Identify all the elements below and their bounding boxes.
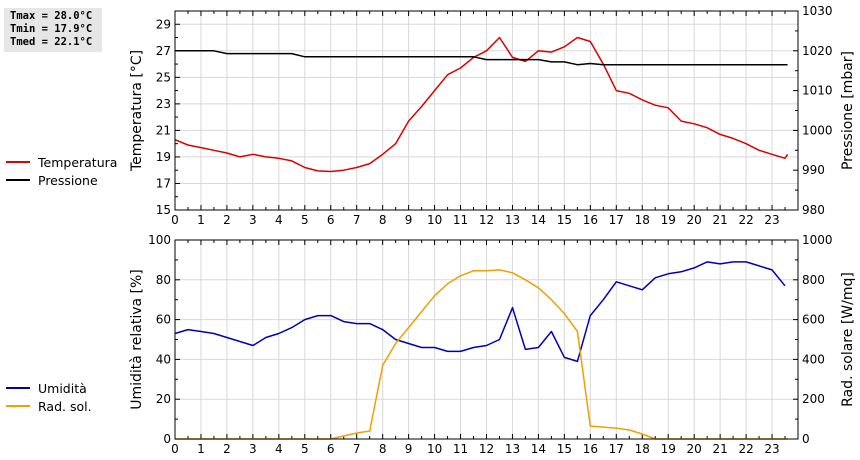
y-right-axis-label: Rad. solare [W/mq] (840, 272, 856, 407)
plot-frame (174, 10, 799, 211)
legend-label: Temperatura (37, 155, 117, 170)
x-tick-label: 9 (405, 442, 413, 456)
x-tick-label: 18 (635, 442, 650, 456)
x-tick-label: 18 (635, 213, 650, 227)
x-tick-label: 6 (327, 213, 335, 227)
y-right-tick-label: 1030 (802, 4, 833, 18)
x-tick-label: 2 (223, 442, 231, 456)
y-left-tick-label: 80 (156, 273, 171, 287)
x-tick-label: 20 (687, 442, 702, 456)
x-tick-label: 15 (557, 213, 572, 227)
x-tick-label: 6 (327, 442, 335, 456)
legend-label: Pressione (38, 173, 98, 188)
x-tick-label: 12 (479, 442, 494, 456)
x-tick-label: 21 (712, 213, 727, 227)
y-right-tick-label: 800 (802, 273, 825, 287)
y-right-tick-label: 400 (802, 352, 825, 366)
y-left-tick-label: 15 (156, 203, 171, 217)
y-right-tick-label: 980 (802, 203, 825, 217)
x-tick-label: 19 (661, 442, 676, 456)
x-tick-label: 23 (764, 213, 779, 227)
y-right-tick-label: 600 (802, 313, 825, 327)
y-right-tick-label: 990 (802, 163, 825, 177)
x-tick-label: 4 (275, 442, 283, 456)
x-tick-label: 8 (379, 442, 387, 456)
series-line-pressione (175, 50, 788, 66)
x-tick-label: 0 (171, 213, 179, 227)
y-left-tick-label: 29 (156, 17, 171, 31)
legend-label: Umidità (38, 381, 87, 396)
y-left-tick-label: 27 (156, 44, 171, 58)
x-tick-label: 5 (301, 442, 309, 456)
y-left-axis-label: Temperatura [°C] (129, 50, 145, 172)
x-tick-label: 10 (427, 213, 442, 227)
x-tick-label: 3 (249, 442, 257, 456)
y-left-tick-label: 0 (163, 432, 171, 446)
stats-box: Tmax = 28.0°C Tmin = 17.9°C Tmed = 22.1°… (4, 8, 102, 52)
x-tick-label: 8 (379, 213, 387, 227)
x-tick-label: 22 (738, 442, 753, 456)
tmin-label: Tmin = 17.9°C (10, 23, 93, 35)
x-tick-label: 13 (505, 213, 520, 227)
x-tick-label: 11 (453, 213, 468, 227)
x-tick-label: 2 (223, 213, 231, 227)
x-tick-label: 10 (427, 442, 442, 456)
x-tick-label: 1 (197, 442, 205, 456)
x-tick-label: 22 (738, 213, 753, 227)
x-tick-label: 21 (712, 442, 727, 456)
x-tick-label: 16 (583, 442, 598, 456)
chart-2: 0 1 2 3 4 5 6 7 8 9 10 11 12 13 14 15 16 17 18 19 20 21 22 2302… (6, 233, 856, 456)
chart-1: 0 1 2 3 4 5 6 7 8 9 10 11 12 13 14 15 16 17 18 19 20 21 22 2315… (6, 4, 856, 227)
x-tick-label: 7 (353, 213, 361, 227)
x-tick-label: 5 (301, 213, 309, 227)
y-left-tick-label: 40 (156, 352, 171, 366)
series-line-rad-sol- (175, 269, 788, 440)
x-tick-label: 15 (557, 442, 572, 456)
tmax-label: Tmax = 28.0°C (10, 10, 93, 22)
x-tick-label: 17 (609, 213, 624, 227)
x-tick-label: 7 (353, 442, 361, 456)
x-tick-label: 1 (197, 213, 205, 227)
x-tick-label: 16 (583, 213, 598, 227)
x-tick-label: 0 (171, 442, 179, 456)
x-tick-label: 19 (661, 213, 676, 227)
y-left-tick-label: 21 (156, 123, 171, 137)
y-right-tick-label: 0 (802, 432, 810, 446)
y-left-tick-label: 17 (156, 176, 171, 190)
x-tick-label: 14 (531, 213, 546, 227)
x-tick-label: 12 (479, 213, 494, 227)
y-left-tick-label: 25 (156, 70, 171, 84)
y-right-axis-label: Pressione [mbar] (840, 51, 856, 170)
x-tick-label: 9 (405, 213, 413, 227)
y-right-tick-label: 200 (802, 392, 825, 406)
plot-frame (174, 239, 799, 440)
y-right-tick-label: 1000 (802, 123, 833, 137)
y-left-tick-label: 19 (156, 150, 171, 164)
legend-label: Rad. sol. (38, 399, 92, 414)
y-right-tick-label: 1010 (802, 84, 833, 98)
x-tick-label: 11 (453, 442, 468, 456)
y-right-tick-label: 1020 (802, 44, 833, 58)
x-tick-label: 17 (609, 442, 624, 456)
x-tick-label: 13 (505, 442, 520, 456)
y-left-tick-label: 100 (148, 233, 171, 247)
series-line-temperatura (174, 36, 789, 173)
x-tick-label: 23 (764, 442, 779, 456)
series-line-umidit- (174, 261, 786, 363)
x-tick-label: 20 (687, 213, 702, 227)
y-left-tick-label: 20 (156, 392, 171, 406)
x-tick-label: 3 (249, 213, 257, 227)
y-left-axis-label: Umidità relativa [%] (129, 269, 145, 410)
x-tick-label: 4 (275, 213, 283, 227)
y-right-tick-label: 1000 (802, 233, 833, 247)
y-left-tick-label: 23 (156, 97, 171, 111)
y-left-tick-label: 60 (156, 313, 171, 327)
tmed-label: Tmed = 22.1°C (10, 36, 93, 48)
x-tick-label: 14 (531, 442, 546, 456)
